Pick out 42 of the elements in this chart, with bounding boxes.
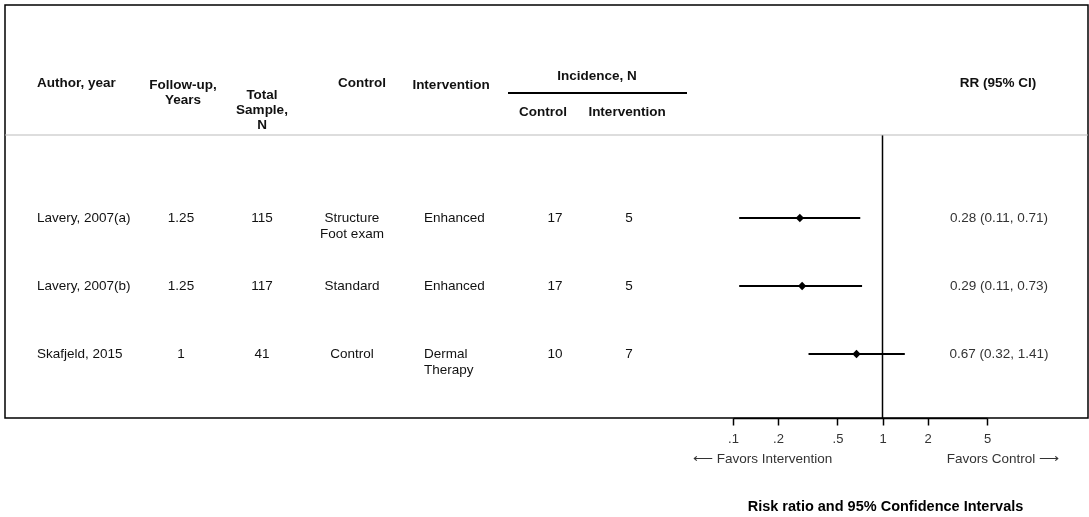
x-tick-label: 2 <box>924 430 932 446</box>
text: 1.25 <box>167 278 195 293</box>
text: Control <box>330 346 374 361</box>
text: Lavery, 2007(b) <box>37 278 131 293</box>
text: Enhanced <box>424 278 485 293</box>
text: ⟵ Favors Intervention <box>693 451 833 466</box>
x-axis-title: Risk ratio and 95% Confidence Intervals <box>747 497 1024 514</box>
text: 1.25 <box>167 210 195 225</box>
text: 17 <box>547 278 563 293</box>
text: Total Sample, N <box>236 87 288 132</box>
text: Incidence, N <box>557 68 637 83</box>
text: Enhanced <box>424 210 485 225</box>
text: 17 <box>547 210 563 225</box>
x-tick-label: .5 <box>832 430 844 446</box>
text: Follow-up, Years <box>149 77 217 107</box>
text: Control <box>519 104 567 119</box>
text: Dermal Therapy <box>424 346 474 377</box>
text: 10 <box>547 346 563 361</box>
x-tick-label: 5 <box>983 430 992 446</box>
text: Standard <box>324 278 380 293</box>
text: 41 <box>254 346 270 361</box>
text: Intervention <box>588 104 666 119</box>
text: 5 <box>625 210 633 225</box>
text: Structure Foot exam <box>320 210 384 241</box>
text: 115 <box>251 210 273 225</box>
data-label: 0.67 (0.32, 1.41) <box>949 346 1049 361</box>
text: RR (95% CI) <box>959 75 1037 90</box>
text: Lavery, 2007(a) <box>37 210 131 225</box>
x-tick-label: .1 <box>728 430 739 446</box>
text: Skafjeld, 2015 <box>37 346 123 361</box>
x-tick-label: .2 <box>773 430 784 446</box>
text: Intervention <box>412 77 490 92</box>
text: 7 <box>625 346 633 361</box>
text: 1 <box>177 346 185 361</box>
data-label: 0.29 (0.11, 0.73) <box>949 278 1049 293</box>
data-label: 0.28 (0.11, 0.71) <box>949 210 1049 225</box>
x-tick-label: 1 <box>879 430 887 446</box>
text: Favors Control ⟶ <box>946 451 1059 466</box>
text: 5 <box>625 278 633 293</box>
text: Control <box>338 75 386 90</box>
text: 117 <box>251 278 273 293</box>
text: Author, year <box>37 75 117 90</box>
